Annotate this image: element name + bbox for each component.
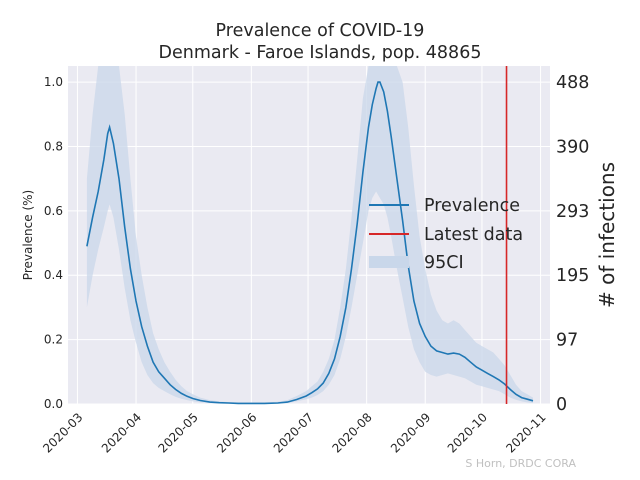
right-tick-label: 0 — [556, 395, 567, 415]
chart-title: Prevalence of COVID-19 — [216, 21, 425, 41]
prevalence-line — [86, 81, 534, 405]
y-tick-label: 1.0 — [44, 75, 63, 89]
y-axis-ticks: 0.0 0.2 0.4 0.6 0.8 1.0 — [44, 75, 63, 411]
x-axis-ticks: 2020-03 2020-04 2020-05 2020-06 2020-07 2020-… — [40, 410, 548, 455]
y-tick-label: 0.2 — [44, 333, 63, 347]
x-tick-label: 2020-10 — [445, 410, 490, 455]
right-tick-label: 195 — [556, 266, 589, 286]
x-tick-label: 2020-11 — [503, 410, 548, 455]
y-tick-label: 0.0 — [44, 397, 63, 411]
right-tick-label: 97 — [556, 331, 578, 351]
ci-band-95 — [86, 66, 534, 404]
right-axis-label: # of infections — [595, 162, 619, 308]
right-tick-label: 390 — [556, 137, 589, 157]
right-tick-label: 488 — [556, 73, 589, 93]
legend-label-latest: Latest data — [424, 225, 523, 245]
chart-subtitle: Denmark - Faroe Islands, pop. 48865 — [159, 43, 482, 63]
x-tick-label: 2020-04 — [99, 410, 144, 455]
legend: Prevalence Latest data 95CI — [369, 196, 523, 273]
legend-label-prevalence: Prevalence — [424, 196, 520, 216]
y-axis-label: Prevalence (%) — [21, 190, 35, 280]
credit-text: S Horn, DRDC CORA — [465, 457, 576, 470]
legend-swatch-95ci — [369, 256, 409, 268]
y-tick-label: 0.4 — [44, 268, 63, 282]
legend-label-95ci: 95CI — [424, 253, 464, 273]
x-tick-label: 2020-05 — [156, 410, 201, 455]
right-axis-ticks: 0 97 195 293 390 488 — [556, 73, 589, 415]
right-tick-label: 293 — [556, 202, 589, 222]
x-tick-label: 2020-09 — [388, 410, 433, 455]
x-tick-label: 2020-08 — [329, 410, 374, 455]
x-tick-label: 2020-07 — [271, 410, 316, 455]
x-tick-label: 2020-06 — [214, 410, 259, 455]
y-tick-label: 0.8 — [44, 139, 63, 153]
x-tick-label: 2020-03 — [40, 410, 85, 455]
y-tick-label: 0.6 — [44, 204, 63, 218]
